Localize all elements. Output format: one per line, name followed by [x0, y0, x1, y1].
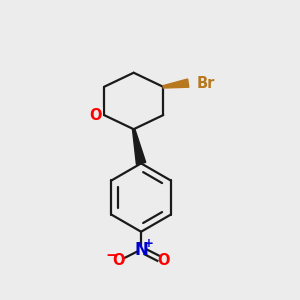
- Polygon shape: [133, 129, 146, 164]
- Text: O: O: [112, 254, 125, 268]
- Text: +: +: [143, 236, 153, 250]
- Polygon shape: [163, 79, 189, 88]
- Text: O: O: [89, 108, 102, 123]
- Text: −: −: [106, 248, 118, 263]
- Text: O: O: [157, 254, 170, 268]
- Text: Br: Br: [196, 76, 214, 91]
- Text: N: N: [134, 241, 148, 259]
